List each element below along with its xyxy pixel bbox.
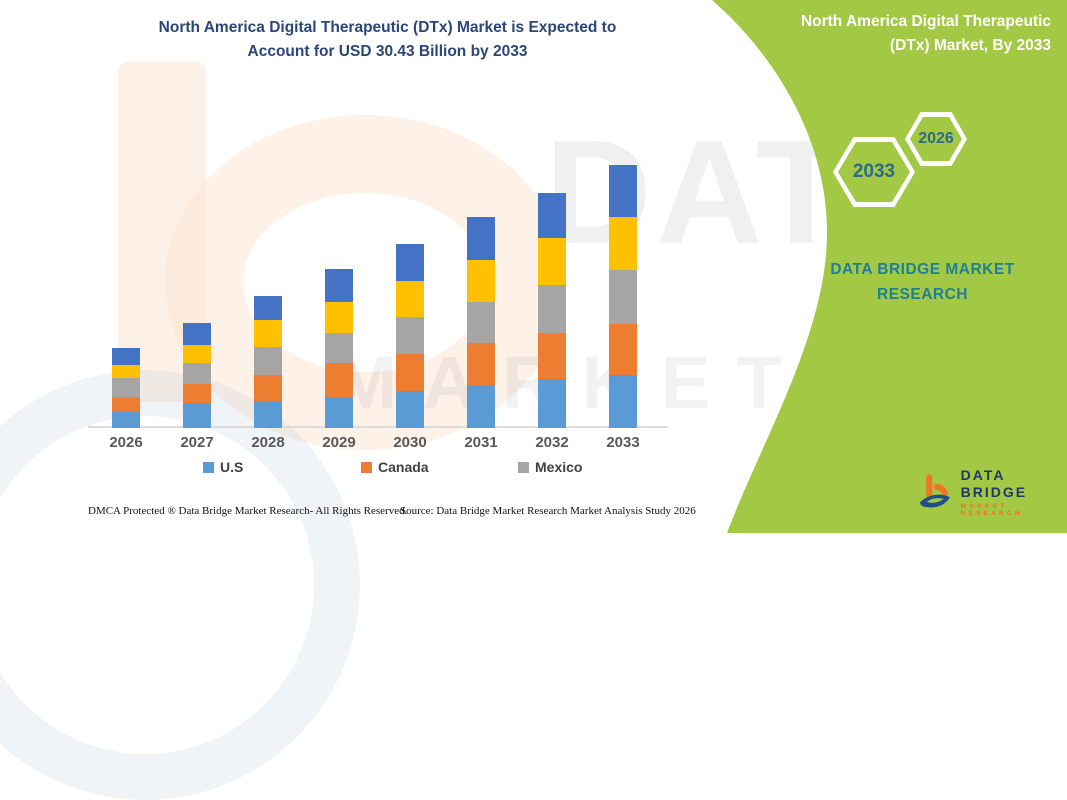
brand-wordmark-line1: DATA BRIDGE MARKET <box>830 261 1015 278</box>
x-axis-label-2027: 2027 <box>180 434 214 451</box>
bar-segment-2030-Canada <box>396 353 424 392</box>
chart-title-line2: Account for USD 30.43 Billion by 2033 <box>247 43 528 61</box>
bar-segment-2031-(unlabeled blue segment) <box>467 217 495 260</box>
x-axis-label-2028: 2028 <box>251 434 285 451</box>
bar-segment-2030-(unlabeled blue segment) <box>396 243 424 281</box>
bar-segment-2030-U.S <box>396 391 424 428</box>
side-panel-title-line2: (DTx) Market, By 2033 <box>889 37 1051 55</box>
legend-swatch-Canada <box>361 461 372 473</box>
bar-segment-2026-(unlabeled yellow segment) <box>112 364 140 378</box>
x-axis-label-2026: 2026 <box>109 434 143 451</box>
legend-swatch-U.S <box>203 461 214 473</box>
bar-segment-2032-Mexico <box>538 284 566 334</box>
bar-segment-2032-(unlabeled blue segment) <box>538 193 566 238</box>
legend-item-U.S: U.S <box>203 459 243 475</box>
bar-segment-2026-(unlabeled blue segment) <box>112 348 140 365</box>
hexagon-2026-label: 2026 <box>918 130 954 147</box>
bar-segment-2027-Mexico <box>183 363 211 384</box>
hexagon-2033-label: 2033 <box>852 161 896 182</box>
bar-segment-2028-U.S <box>254 402 282 428</box>
side-panel-title-line1: North America Digital Therapeutic <box>800 13 1051 30</box>
x-axis-label-2029: 2029 <box>322 434 356 451</box>
x-axis-label-2033: 2033 <box>606 434 640 451</box>
bar-segment-2028-Canada <box>254 374 282 403</box>
bar-segment-2027-Canada <box>183 383 211 404</box>
footer-copyright: DMCA Protected ® Data Bridge Market Rese… <box>88 505 408 517</box>
bar-segment-2029-U.S <box>325 396 353 428</box>
x-axis-label-2032: 2032 <box>535 434 569 451</box>
green-side-panel <box>712 0 1067 533</box>
x-axis-label-2030: 2030 <box>393 434 427 451</box>
data-bridge-logo: DATA BRIDGE MARKET RESEARCH <box>918 467 1067 517</box>
legend-swatch-Mexico <box>518 461 529 473</box>
bar-segment-2032-U.S <box>538 379 566 428</box>
bar-segment-2031-Canada <box>467 343 495 386</box>
chart-title-line1: North America Digital Therapeutic (DTx) … <box>158 19 617 36</box>
bar-segment-2033-(unlabeled yellow segment) <box>609 217 637 270</box>
brand-wordmark-line2: RESEARCH <box>877 285 968 303</box>
data-bridge-logo-icon <box>919 474 951 508</box>
bar-segment-2028-Mexico <box>254 346 282 375</box>
bar-segment-2030-Mexico <box>396 317 424 354</box>
bar-segment-2033-(unlabeled blue segment) <box>609 165 637 218</box>
logo-sub-text: MARKET RESEARCH <box>960 502 1023 517</box>
legend-label-Canada: Canada <box>378 459 429 475</box>
logo-name-text: DATA BRIDGE <box>960 467 1028 500</box>
footer-source: Source: Data Bridge Market Research Mark… <box>400 505 696 517</box>
bar-segment-2033-Canada <box>609 323 637 376</box>
legend-label-U.S: U.S <box>220 459 244 475</box>
bar-segment-2033-Mexico <box>609 269 637 324</box>
bar-segment-2027-(unlabeled blue segment) <box>183 323 211 346</box>
bar-segment-2029-Canada <box>325 362 353 397</box>
bar-segment-2031-(unlabeled yellow segment) <box>467 259 495 303</box>
bar-segment-2027-(unlabeled yellow segment) <box>183 345 211 364</box>
bar-segment-2029-(unlabeled blue segment) <box>325 268 353 302</box>
brand-wordmark: DATA BRIDGE MARKET RESEARCH <box>795 258 1050 308</box>
bar-segment-2029-(unlabeled yellow segment) <box>325 301 353 333</box>
stacked-bar-chart: 2026 2027 2028 2029 2030 2031 2032 2033 <box>88 140 668 451</box>
side-panel-title: North America Digital Therapeutic (DTx) … <box>741 10 1051 58</box>
hexagon-badge-2033: 2033 <box>833 137 915 207</box>
bar-segment-2029-Mexico <box>325 332 353 363</box>
bar-segment-2026-Canada <box>112 396 140 413</box>
bar-segment-2033-U.S <box>609 375 637 428</box>
bar-segment-2031-U.S <box>467 385 495 428</box>
x-axis-label-2031: 2031 <box>464 434 498 451</box>
chart-title: North America Digital Therapeutic (DTx) … <box>55 16 720 64</box>
bar-segment-2030-(unlabeled yellow segment) <box>396 280 424 318</box>
legend-label-Mexico: Mexico <box>535 459 583 475</box>
x-axis-line <box>88 426 668 428</box>
bar-segment-2026-U.S <box>112 412 140 428</box>
bar-segment-2028-(unlabeled blue segment) <box>254 296 282 320</box>
bar-segment-2031-Mexico <box>467 302 495 344</box>
bar-segment-2032-(unlabeled yellow segment) <box>538 237 566 285</box>
legend-item-Mexico: Mexico <box>518 459 582 475</box>
bar-segment-2026-Mexico <box>112 377 140 397</box>
bar-segment-2028-(unlabeled yellow segment) <box>254 320 282 347</box>
bar-segment-2032-Canada <box>538 333 566 380</box>
bar-segment-2027-U.S <box>183 403 211 428</box>
legend-item-Canada: Canada <box>361 459 429 475</box>
